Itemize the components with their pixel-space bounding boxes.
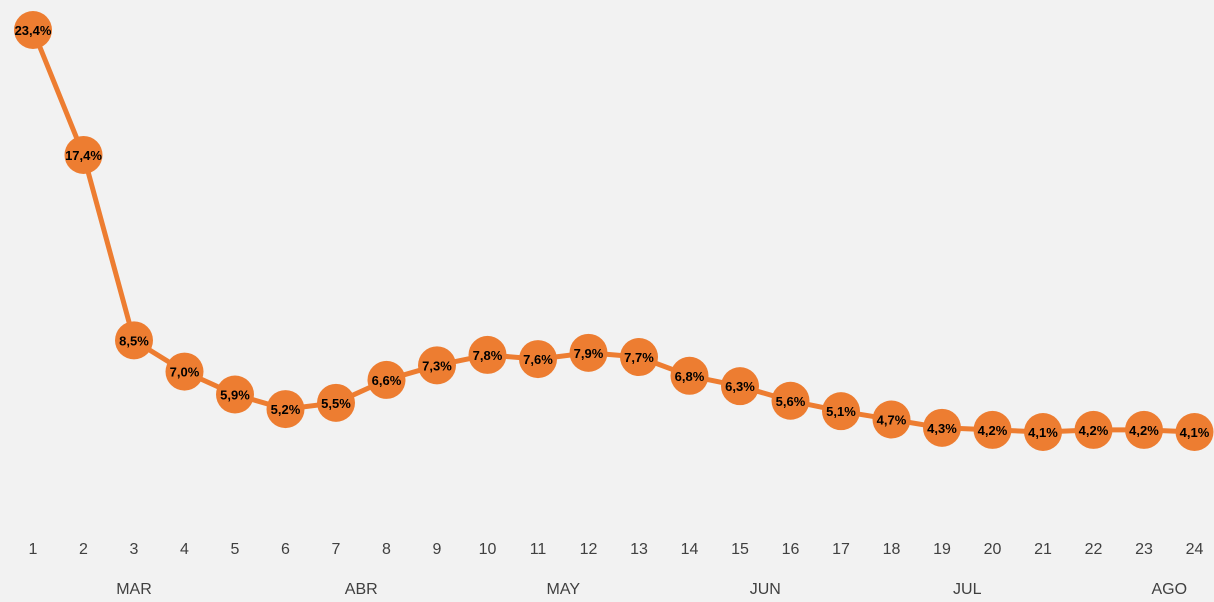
- month-axis: MAR ABR MAY JUN JUL AGO: [116, 581, 1187, 598]
- data-point: [165, 352, 204, 391]
- data-point: [1125, 410, 1163, 449]
- data-label: 7,7%: [624, 350, 654, 365]
- data-label: 7,3%: [422, 358, 452, 373]
- x-tick-label: 20: [984, 541, 1002, 558]
- x-tick-label: 4: [180, 541, 189, 558]
- data-label: 8,5%: [119, 333, 149, 348]
- month-label: MAY: [547, 581, 581, 598]
- data-point: [771, 381, 810, 420]
- data-point: [872, 400, 911, 439]
- data-label: 23,4%: [15, 23, 52, 38]
- data-label: 4,1%: [1180, 425, 1210, 440]
- data-label: 6,8%: [675, 369, 705, 384]
- x-tick-label: 3: [130, 541, 139, 558]
- data-point: [216, 375, 254, 414]
- data-point: [822, 392, 860, 431]
- data-label: 5,6%: [776, 394, 806, 409]
- x-tick-label: 16: [782, 541, 800, 558]
- data-label: 7,8%: [473, 348, 503, 363]
- data-point: [115, 321, 153, 360]
- data-label: 7,6%: [523, 352, 553, 367]
- data-point: [620, 338, 658, 377]
- data-label: 6,3%: [725, 379, 755, 394]
- month-label: JUL: [953, 581, 982, 598]
- data-label: 4,2%: [1079, 423, 1109, 438]
- data-point: [367, 360, 406, 399]
- data-label: 4,3%: [927, 421, 957, 436]
- points-layer: 23,4% 17,4% 8,5% 7,0% 5,9% 5,2% 5,5% 6,6% 7,3% 7,…: [14, 11, 1214, 451]
- x-tick-label: 14: [681, 541, 699, 558]
- data-point: [923, 408, 961, 447]
- data-point: [519, 340, 557, 379]
- data-label: 7,0%: [170, 365, 200, 380]
- data-point: [973, 410, 1012, 449]
- data-point: [1074, 410, 1113, 449]
- data-point: [1175, 413, 1214, 451]
- x-axis: 1 2 3 4 5 6 7 8 9 10 11 12 13 14 15 16 17 18 19 20 21 22 23 24: [29, 541, 1204, 558]
- data-label: 17,4%: [65, 148, 102, 163]
- x-tick-label: 2: [79, 541, 88, 558]
- data-point: [64, 135, 103, 174]
- data-label: 5,5%: [321, 396, 351, 411]
- x-tick-label: 22: [1085, 541, 1103, 558]
- month-label: ABR: [345, 581, 378, 598]
- data-point: [1024, 413, 1062, 451]
- month-label: AGO: [1151, 581, 1187, 598]
- data-label: 4,1%: [1028, 425, 1058, 440]
- data-point: [670, 356, 709, 395]
- x-tick-label: 12: [580, 541, 598, 558]
- x-tick-label: 5: [231, 541, 240, 558]
- data-point: [468, 335, 507, 374]
- x-tick-label: 8: [382, 541, 391, 558]
- data-label: 4,2%: [1129, 423, 1159, 438]
- data-label: 5,2%: [271, 402, 301, 417]
- data-label: 5,1%: [826, 404, 856, 419]
- x-tick-label: 23: [1135, 541, 1153, 558]
- data-point: [317, 383, 355, 422]
- data-label: 4,2%: [978, 423, 1008, 438]
- x-tick-label: 7: [332, 541, 341, 558]
- x-tick-label: 21: [1034, 541, 1052, 558]
- month-label: MAR: [116, 581, 152, 598]
- x-tick-label: 19: [933, 541, 951, 558]
- x-tick-label: 1: [29, 541, 38, 558]
- data-label: 6,6%: [372, 373, 402, 388]
- x-tick-label: 24: [1186, 541, 1204, 558]
- x-tick-label: 17: [832, 541, 850, 558]
- data-label: 7,9%: [574, 346, 604, 361]
- x-tick-label: 11: [530, 541, 547, 558]
- data-point: [569, 333, 608, 372]
- data-point: [14, 11, 52, 49]
- x-tick-label: 10: [479, 541, 497, 558]
- data-label: 4,7%: [877, 413, 907, 428]
- x-tick-label: 9: [433, 541, 442, 558]
- x-tick-label: 6: [281, 541, 290, 558]
- x-tick-label: 18: [883, 541, 901, 558]
- x-tick-label: 13: [630, 541, 648, 558]
- month-label: JUN: [750, 581, 781, 598]
- x-tick-label: 15: [731, 541, 749, 558]
- data-label: 5,9%: [220, 388, 250, 403]
- data-point: [721, 367, 759, 406]
- data-point: [266, 390, 305, 429]
- data-point: [418, 346, 456, 385]
